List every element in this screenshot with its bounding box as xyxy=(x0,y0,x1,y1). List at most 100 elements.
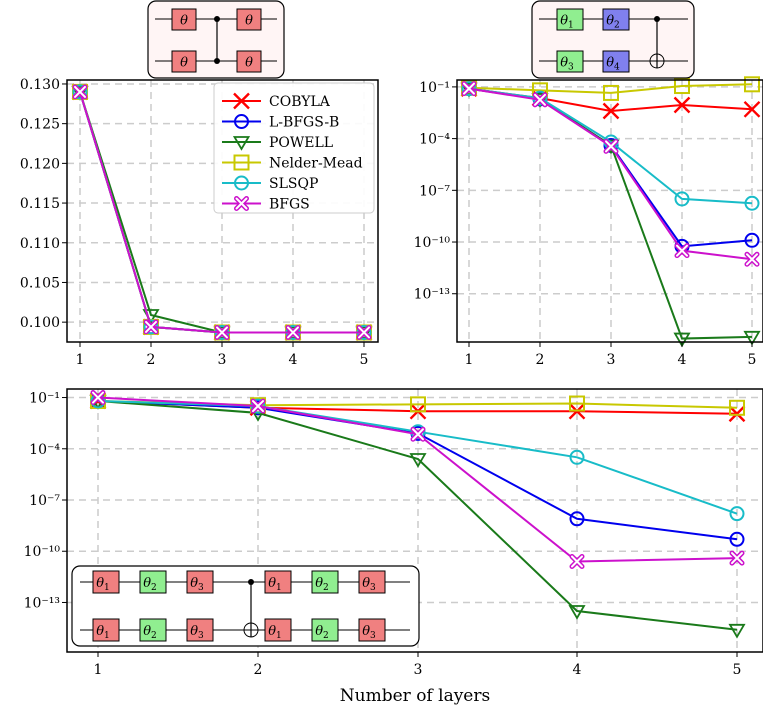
legend-item: BFGS xyxy=(222,196,310,213)
data-point xyxy=(532,92,548,108)
data-point xyxy=(409,453,427,468)
control-dot xyxy=(214,16,220,22)
gate xyxy=(186,618,214,642)
chart-panel-top-right: 10⁻¹ 10⁻⁴ 10⁻⁷ 10⁻¹⁰ 10⁻¹³ 1 2 3 4 5 xyxy=(414,76,763,368)
data-point xyxy=(744,232,760,248)
gate xyxy=(236,8,262,31)
x-tick-label: 1 xyxy=(94,662,103,678)
data-point xyxy=(285,324,301,340)
legend-marker xyxy=(234,175,249,191)
control-dot xyxy=(248,579,254,585)
data-point xyxy=(744,251,760,267)
y-tick-label: 10⁻¹ xyxy=(29,391,60,407)
legend-label: L-BFGS-B xyxy=(269,115,339,131)
gate xyxy=(139,618,167,642)
series-line xyxy=(468,83,753,94)
legend-marker xyxy=(234,114,249,129)
y-tick-label: 10⁻⁴ xyxy=(29,442,60,458)
data-point xyxy=(728,623,746,639)
data-point xyxy=(461,81,477,97)
data-point xyxy=(569,553,585,569)
data-point xyxy=(214,324,230,340)
data-point xyxy=(90,390,106,406)
data-point-inner xyxy=(216,326,228,339)
data-point xyxy=(356,324,372,340)
data-point xyxy=(410,424,426,440)
chart-panel-top-left: 0.100 0.105 0.110 0.115 0.120 0.125 0.130 1 2 3 4 5 xyxy=(20,77,379,368)
data-point-inner xyxy=(746,253,758,266)
y-tick-label: 0.120 xyxy=(20,156,60,172)
y-tick-label: 10⁻⁴ xyxy=(419,132,450,148)
axes-frame xyxy=(456,79,763,343)
gate xyxy=(92,618,120,642)
data-point xyxy=(603,84,619,101)
x-axis-label: Number of layers xyxy=(340,686,490,706)
legend-label: BFGS xyxy=(269,197,310,213)
legend-item: Nelder-Mead xyxy=(222,154,363,172)
gate xyxy=(171,8,197,31)
gate xyxy=(186,570,214,594)
gate xyxy=(92,570,120,594)
gate xyxy=(358,570,386,594)
gate xyxy=(602,50,630,73)
data-point xyxy=(410,396,426,413)
data-point-inner xyxy=(358,326,370,339)
series-line xyxy=(97,399,738,541)
x-tick-label: 2 xyxy=(254,662,263,678)
legend-item: POWELL xyxy=(222,135,333,151)
gate-label: θ xyxy=(180,56,188,71)
data-point xyxy=(743,100,761,118)
data-point-inner xyxy=(287,326,299,339)
legend-item: L-BFGS-B xyxy=(222,114,339,131)
data-point xyxy=(729,399,745,416)
data-point-inner xyxy=(534,93,546,106)
circuit-inset-1: θ θ θ θ xyxy=(147,0,285,79)
data-point xyxy=(569,511,585,527)
gate-label: θ xyxy=(180,14,188,29)
x-tick-label: 2 xyxy=(147,352,156,368)
data-point xyxy=(569,395,585,412)
gate-label: θ xyxy=(245,56,253,71)
gate xyxy=(236,50,262,73)
chart-panel-bottom: 10⁻¹ 10⁻⁴ 10⁻⁷ 10⁻¹⁰ 10⁻¹³ 1 2 3 4 5 xyxy=(24,388,763,678)
x-tick-label: 1 xyxy=(76,352,85,368)
data-point-inner xyxy=(145,320,157,333)
x-tick-label: 2 xyxy=(536,352,545,368)
legend-label: COBYLA xyxy=(269,94,331,110)
data-point xyxy=(602,102,620,120)
x-tick-label: 4 xyxy=(289,352,298,368)
data-point xyxy=(728,405,746,423)
gate xyxy=(311,570,339,594)
data-point xyxy=(729,550,745,566)
y-tick-label: 0.115 xyxy=(20,196,60,212)
legend-label: Nelder-Mead xyxy=(269,156,363,172)
series-line xyxy=(468,87,753,205)
x-tick-label: 5 xyxy=(733,662,742,678)
x-tick-label: 1 xyxy=(465,352,474,368)
data-point xyxy=(729,506,745,522)
y-tick-label: 0.110 xyxy=(20,236,60,252)
data-point xyxy=(250,398,266,414)
legend: COBYLA L-BFGS-B POWELL Nelder-Mead SLSQP BFGS xyxy=(213,82,375,214)
gate xyxy=(311,618,339,642)
data-point-inner xyxy=(676,244,688,257)
y-tick-label: 0.105 xyxy=(20,275,60,291)
control-dot xyxy=(654,16,660,22)
x-tick-label: 3 xyxy=(607,352,616,368)
data-point-inner xyxy=(571,555,583,568)
legend-marker xyxy=(234,196,249,211)
legend-label: POWELL xyxy=(269,135,333,151)
y-tick-label: 10⁻¹⁰ xyxy=(414,235,451,251)
cnot-target xyxy=(649,53,665,69)
legend-item: SLSQP xyxy=(222,175,318,192)
gate xyxy=(358,618,386,642)
axes-frame xyxy=(66,388,763,653)
legend-marker xyxy=(232,136,251,151)
gate-label: θ xyxy=(245,14,253,29)
x-tick-label: 3 xyxy=(218,352,227,368)
y-tick-label: 10⁻¹³ xyxy=(414,287,450,303)
data-point xyxy=(743,330,761,346)
gate xyxy=(139,570,167,594)
data-point xyxy=(744,195,760,211)
